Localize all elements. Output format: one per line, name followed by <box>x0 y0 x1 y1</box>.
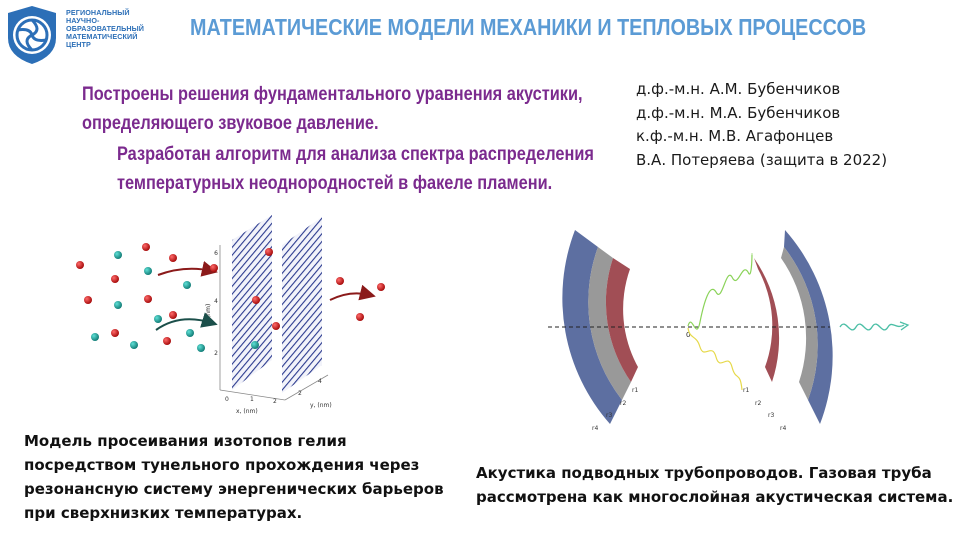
page-title: МАТЕМАТИЧЕСКИЕ МОДЕЛИ МЕХАНИКИ И ТЕПЛОВЫ… <box>190 14 867 40</box>
x-tick: 2 <box>273 398 277 405</box>
caption-line: Акустика подводных трубопроводов. Газова… <box>476 464 932 482</box>
result-item-1-line-2: определяющего звуковое давление. <box>82 113 379 134</box>
right-wall-layers <box>754 230 833 424</box>
radius-label: r2 <box>620 400 626 407</box>
barrier-1 <box>232 215 272 390</box>
result-item-1-line-1: Построены решения фундаментального уравн… <box>82 84 583 105</box>
caption-line: резонансную систему энергенических барье… <box>24 480 444 498</box>
y-tick: 4 <box>318 378 322 385</box>
x-tick: 1 <box>250 396 254 403</box>
logo-line: ЦЕНТР <box>66 40 91 49</box>
author-name: д.ф.-м.н. А.М. Бубенчиков <box>636 80 841 98</box>
x-tick: 0 <box>225 396 229 403</box>
radius-label: r3 <box>606 412 612 419</box>
radius-label: r1 <box>632 387 638 394</box>
origin-label: 0 <box>686 331 690 339</box>
caption-line: при сверхнизких температурах. <box>24 504 303 522</box>
x-axis-label: x, (nm) <box>236 408 258 415</box>
transmitted-wave <box>687 253 753 330</box>
reflected-wave <box>687 327 743 391</box>
helium-3-atoms <box>76 243 385 345</box>
y-axis <box>284 374 329 401</box>
z-tick: 6 <box>214 250 218 257</box>
x-axis <box>219 389 286 401</box>
result-item-2-line-1: Разработан алгоритм для анализа спектра … <box>117 144 594 165</box>
y-tick: 2 <box>298 390 302 397</box>
incident-arrow <box>155 312 218 331</box>
authors-list: д.ф.-м.н. А.М. Бубенчиков д.ф.-м.н. М.А.… <box>636 78 887 172</box>
left-wall-layers <box>562 230 638 424</box>
author-name: к.ф.-м.н. М.В. Агафонцев <box>636 127 834 145</box>
z-tick: 2 <box>214 350 218 357</box>
y-axis-label: y, (nm) <box>310 402 332 409</box>
helium-sieving-figure: 6 4 2 z, (nm) 0 1 2 x, (nm) 2 4 y, (nm) <box>76 215 385 415</box>
author-name: д.ф.-м.н. М.А. Бубенчиков <box>636 103 841 122</box>
result-item-2-line-2: температурных неоднородностей в факеле п… <box>117 173 553 194</box>
logo-line: НАУЧНО- <box>66 16 100 25</box>
radius-label: r3 <box>768 412 774 419</box>
rnomc-logo <box>8 6 56 64</box>
result-item-1: Построены решения фундаментального уравн… <box>82 80 583 138</box>
right-figure-caption: Акустика подводных трубопроводов. Газова… <box>476 461 953 509</box>
logo-line: МАТЕМАТИЧЕСКИЙ <box>66 32 138 41</box>
pipe-acoustics-figure: 0 r1 r2 r3 r4 r1 r2 r3 r4 <box>548 230 910 432</box>
z-tick: 4 <box>214 298 218 305</box>
result-item-2: Разработан алгоритм для анализа спектра … <box>117 140 594 198</box>
radius-label: r2 <box>755 400 761 407</box>
radius-label: r4 <box>592 425 598 432</box>
radius-label: r4 <box>780 425 786 432</box>
logo-text: РЕГИОНАЛЬНЫЙ НАУЧНО- ОБРАЗОВАТЕЛЬНЫЙ МАТ… <box>66 9 144 49</box>
caption-line: посредством тунельного прохождения через <box>24 456 420 474</box>
caption-line: Модель просеивания изотопов гелия <box>24 432 347 450</box>
caption-line: рассмотрена как многослойная акустическа… <box>476 488 954 506</box>
author-name: В.А. Потеряева (защита в 2022) <box>636 150 888 169</box>
logo-line: ОБРАЗОВАТЕЛЬНЫЙ <box>66 24 145 33</box>
outgoing-wave <box>839 323 905 331</box>
logo-line: РЕГИОНАЛЬНЫЙ <box>66 8 130 17</box>
helium-4-atoms <box>91 251 259 352</box>
left-figure-caption: Модель просеивания изотопов гелия посред… <box>24 429 444 525</box>
transmit-arrow <box>157 261 218 277</box>
exit-arrow <box>329 284 376 301</box>
outgoing-wave-arrow <box>899 321 910 331</box>
barrier-2 <box>282 217 322 393</box>
radius-label: r1 <box>743 387 749 394</box>
